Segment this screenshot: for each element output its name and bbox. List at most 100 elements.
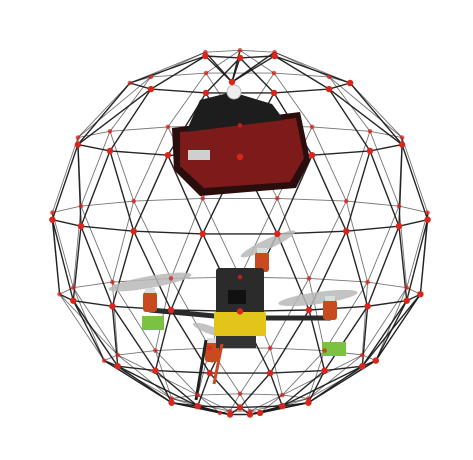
cage-rod bbox=[77, 82, 131, 138]
cage-rod bbox=[205, 49, 241, 53]
cage-joint bbox=[425, 210, 430, 215]
cage-rod bbox=[155, 347, 210, 352]
cage-rod bbox=[308, 200, 347, 279]
cage-joint bbox=[206, 369, 213, 377]
cage-rod bbox=[52, 219, 82, 227]
cage-rod bbox=[154, 350, 173, 399]
payload-latch bbox=[188, 150, 210, 160]
cage-rod bbox=[117, 365, 199, 407]
cage-rod bbox=[111, 305, 156, 371]
cage-rod bbox=[133, 230, 203, 235]
cage-rod bbox=[239, 393, 251, 412]
cage-rod bbox=[197, 394, 231, 412]
cage-joint bbox=[275, 196, 280, 201]
cage-rod bbox=[77, 143, 111, 152]
cage-joint bbox=[153, 348, 158, 353]
cage-rod bbox=[308, 278, 326, 351]
cage-rod bbox=[111, 231, 135, 307]
cage-rod bbox=[167, 72, 207, 128]
cage-joint bbox=[106, 147, 114, 155]
strut bbox=[212, 343, 224, 385]
cage-rod bbox=[59, 293, 105, 361]
cage-rod bbox=[311, 126, 347, 202]
cage-rod bbox=[150, 55, 206, 90]
cage-joint bbox=[237, 48, 243, 53]
motor-cap bbox=[325, 296, 335, 301]
cage-joints bbox=[49, 48, 431, 418]
cage-rod bbox=[150, 72, 207, 78]
cage-joint bbox=[236, 404, 244, 411]
cage-joint bbox=[398, 141, 406, 148]
cage-joint bbox=[309, 124, 315, 130]
cage-rod bbox=[276, 198, 310, 279]
cage-rod bbox=[133, 154, 169, 232]
cage-joint bbox=[207, 345, 213, 351]
cage-rod bbox=[73, 281, 113, 289]
cage-joint bbox=[169, 396, 174, 401]
cage-rod bbox=[282, 394, 309, 399]
cage-rod bbox=[77, 130, 111, 139]
cage-rod bbox=[361, 300, 408, 367]
cage-joint bbox=[404, 285, 410, 291]
cage-joint bbox=[424, 216, 431, 223]
cage-rod bbox=[239, 198, 278, 278]
cage-rod bbox=[239, 57, 275, 94]
cage-joint bbox=[114, 363, 121, 370]
cage-joint bbox=[226, 411, 234, 418]
cage-rod bbox=[369, 150, 400, 227]
cage-rod bbox=[398, 137, 403, 207]
cage-joint bbox=[77, 223, 85, 230]
cage-rod bbox=[345, 131, 371, 202]
cage-rod bbox=[59, 293, 119, 356]
cage-rod bbox=[155, 350, 199, 396]
strut bbox=[194, 339, 208, 401]
cage-rod bbox=[367, 281, 407, 289]
cage-rod bbox=[150, 88, 207, 94]
cage-rod bbox=[281, 350, 325, 396]
cage-rod bbox=[366, 225, 400, 307]
cage-rod bbox=[369, 131, 400, 207]
cage-rod bbox=[324, 281, 368, 351]
cage-rod bbox=[259, 394, 283, 414]
cage-rod bbox=[72, 300, 105, 361]
cage-rod bbox=[170, 198, 204, 279]
cage-joint bbox=[237, 123, 243, 128]
cage-rod bbox=[361, 293, 421, 367]
cage-rod bbox=[154, 370, 173, 404]
cage-joint bbox=[203, 70, 209, 76]
cage-rod bbox=[72, 206, 82, 288]
cage-rod bbox=[51, 219, 74, 301]
cage-joint bbox=[280, 392, 285, 398]
cage-joint bbox=[127, 80, 133, 86]
cage-rod bbox=[109, 88, 152, 152]
cage-joint bbox=[78, 203, 84, 209]
cage-joint bbox=[305, 399, 312, 406]
motor-left bbox=[143, 292, 157, 312]
cage-joint bbox=[107, 129, 113, 134]
cage-rod bbox=[239, 393, 283, 396]
cage-rod bbox=[239, 49, 275, 74]
cage-rod bbox=[80, 150, 111, 227]
cage-rod bbox=[171, 398, 231, 412]
esc-board bbox=[142, 316, 164, 330]
cage-joint bbox=[147, 85, 155, 93]
cage-rod bbox=[51, 219, 61, 295]
frame-plate bbox=[216, 336, 256, 348]
cage-rod bbox=[401, 144, 429, 220]
cage-rod bbox=[197, 405, 221, 414]
cage-rod bbox=[59, 287, 74, 295]
cage-rod bbox=[80, 131, 111, 207]
cage-rod bbox=[239, 347, 271, 395]
cage-rod bbox=[133, 230, 172, 311]
cage-joint bbox=[57, 291, 62, 297]
cage-rod bbox=[273, 72, 330, 78]
cage-joint bbox=[195, 392, 200, 398]
cage-rod bbox=[367, 300, 407, 307]
cage-rod bbox=[51, 144, 79, 220]
cage-joint bbox=[403, 297, 410, 304]
cage-rod bbox=[111, 282, 119, 356]
cage-rod bbox=[273, 88, 330, 94]
cage-joint bbox=[246, 411, 254, 418]
